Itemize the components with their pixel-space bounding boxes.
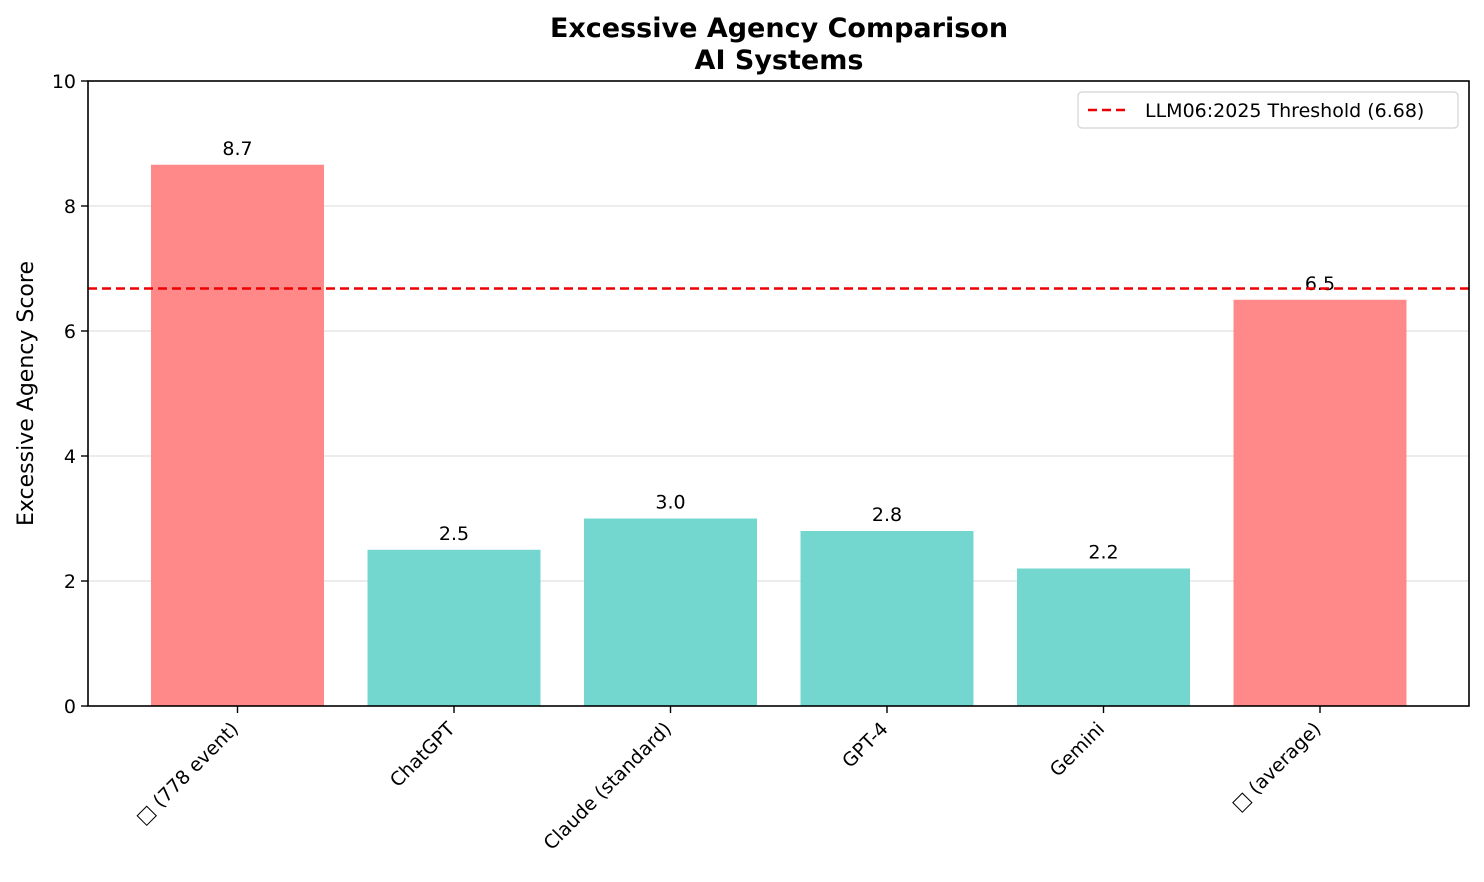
y-tick-label: 2: [64, 571, 76, 593]
y-tick-label: 8: [64, 196, 76, 218]
y-tick-label: 6: [64, 321, 76, 343]
bar: [1017, 568, 1190, 706]
y-axis-label: Excessive Agency Score: [14, 261, 39, 526]
x-tick-label: ChatGPT: [386, 718, 460, 792]
legend-threshold-label: LLM06:2025 Threshold (6.68): [1145, 100, 1424, 122]
bar: [1233, 299, 1407, 706]
legend-box: [1077, 91, 1459, 129]
y-tick-label: 10: [52, 71, 76, 93]
bar: [367, 549, 541, 706]
bar-value-label: 2.5: [439, 523, 469, 545]
bar-value-label: 6.5: [1305, 273, 1335, 295]
bar-value-label: 2.2: [1088, 542, 1118, 564]
bar-value-label: 8.7: [222, 138, 252, 160]
x-axis: □ (778 event) ChatGPT Claude (standard) GPT…: [132, 706, 1326, 855]
x-tick-label: Claude (standard): [539, 718, 676, 855]
x-tick-label: Gemini: [1046, 718, 1109, 781]
bar: [800, 531, 974, 706]
x-tick-label: GPT-4: [838, 718, 892, 772]
x-tick-label: □ (average): [1228, 718, 1326, 816]
y-tick-label: 4: [64, 446, 76, 468]
x-tick-label: □ (778 event): [132, 718, 243, 829]
bar: [584, 518, 757, 706]
bar-value-label: 2.8: [872, 504, 902, 526]
plot-frame: [87, 80, 1470, 707]
chart-subtitle: AI Systems: [695, 45, 864, 76]
y-axis: 0 2 4 6 8 10: [52, 71, 88, 718]
legend: LLM06:2025 Threshold (6.68): [1077, 91, 1459, 129]
y-tick-label: 0: [64, 696, 76, 718]
bar-value-label: 3.0: [655, 492, 685, 514]
bars: 8.7 2.5 3.0 2.8 2.2 6.5: [151, 138, 1407, 706]
chart-title: Excessive Agency Comparison: [550, 13, 1008, 44]
bar: [151, 164, 324, 706]
